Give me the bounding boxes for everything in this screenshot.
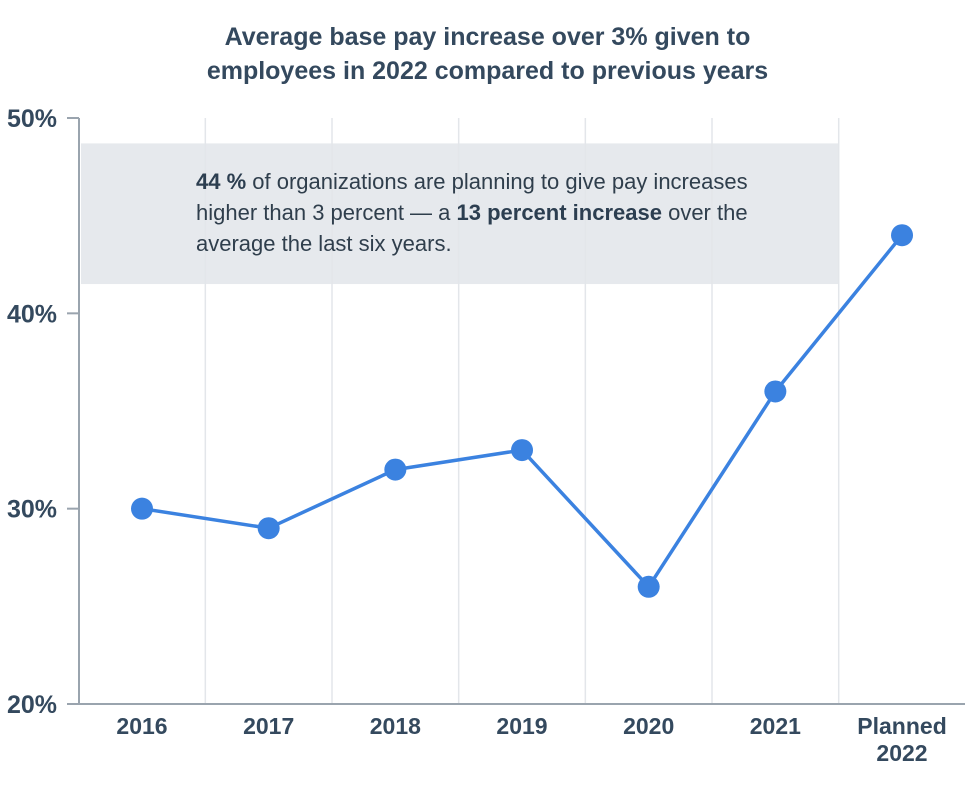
y-tick-label: 30% [7, 496, 57, 524]
series-line [140, 233, 904, 589]
data-point-2019 [511, 439, 534, 462]
y-tick-label: 50% [7, 105, 57, 133]
annotation-highlight-percent: 44 % [196, 169, 247, 194]
y-tick-label: 40% [7, 300, 57, 328]
annotation-text-end: over the average the last six years. [196, 200, 748, 256]
annotation-text-middle: of organizations are planning to give pa… [196, 169, 748, 225]
y-tick-label: 20% [7, 691, 57, 719]
data-point-2020 [637, 575, 660, 598]
chart-title-line-1: Average base pay increase over 3% given … [224, 23, 751, 51]
x-tick-label: Planned 2022 [857, 713, 946, 766]
x-tick-label: 2020 [623, 713, 674, 739]
x-tick-label: 2019 [496, 713, 547, 739]
data-point-planned-2022 [891, 224, 914, 247]
data-point-2018 [384, 458, 407, 481]
x-tick-label: 2016 [116, 713, 167, 739]
x-tick-label: 2018 [370, 713, 421, 739]
annotation-text: 44 % of organizations are planning to gi… [196, 166, 756, 259]
data-point-2021 [764, 380, 787, 403]
chart-title-line-2: employees in 2022 compared to previous y… [206, 57, 769, 85]
data-point-2017 [257, 517, 280, 540]
data-point-2016 [131, 497, 153, 520]
x-tick-label: 2017 [243, 713, 294, 739]
x-tick-label: 2021 [750, 713, 801, 739]
chart-title: Average base pay increase over 3% given … [0, 20, 975, 88]
annotation-highlight-increase: 13 percent increase [456, 200, 662, 225]
